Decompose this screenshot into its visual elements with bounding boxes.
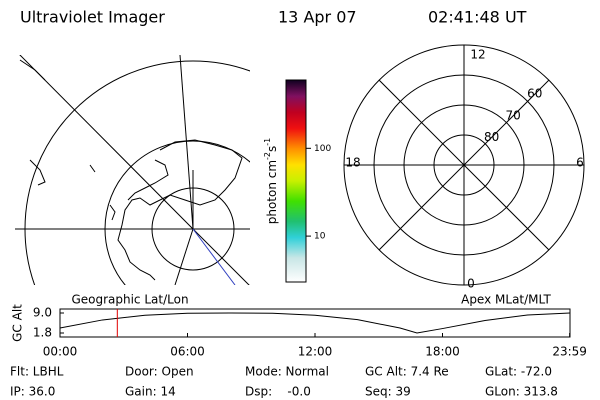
lat-label: 70 — [506, 108, 521, 122]
mlt-label: 6 — [576, 156, 584, 170]
instrument: Ultraviolet Imager — [20, 8, 165, 27]
date: 13 Apr 07 — [278, 8, 357, 27]
colorbar-label: photon cm-2s-1 — [263, 138, 279, 225]
status-field: GC Alt: 7.4 Re — [365, 365, 449, 379]
colorbar-label-text: photon cm — [265, 160, 279, 224]
altitude-frame — [59, 308, 571, 338]
lat-ring — [433, 134, 495, 196]
colorbar-unit: s — [265, 146, 279, 152]
colorbar — [285, 79, 307, 283]
status-field: IP: 36.0 — [10, 385, 55, 399]
status-field: Door: Open — [125, 365, 194, 379]
lat-label: 60 — [527, 87, 542, 101]
x-tick-label: 00:00 — [43, 345, 78, 359]
altitude-ylabel: GC Alt — [11, 304, 25, 342]
lat-label: 80 — [484, 130, 499, 144]
geographic-map — [15, 55, 250, 285]
status-field: GLat: -72.0 — [485, 365, 552, 379]
mlt-label: 18 — [345, 156, 360, 170]
polar-grid — [343, 44, 585, 286]
map-title: Geographic Lat/Lon — [71, 293, 188, 307]
y-tick-label: 9.0 — [33, 306, 52, 320]
colorbar-exp: -2 — [263, 152, 272, 160]
lat-ring — [373, 74, 555, 256]
status-field: Dsp: -0.0 — [245, 385, 311, 399]
altitude-line — [59, 312, 571, 334]
y-tick-label: 1.8 — [33, 326, 52, 340]
mlt-label: 0 — [467, 277, 475, 291]
colorbar-tick-label: 10 — [314, 232, 326, 242]
x-tick-label: 18:00 — [425, 345, 460, 359]
status-field: GLon: 313.8 — [485, 385, 558, 399]
status-field: Gain: 14 — [125, 385, 176, 399]
x-tick-label: 12:00 — [298, 345, 333, 359]
status-field: Mode: Normal — [245, 365, 329, 379]
x-tick-label: 06:00 — [170, 345, 205, 359]
mlt-label: 12 — [470, 48, 485, 62]
status-field: Flt: LBHL — [10, 365, 64, 379]
polar-title: Apex MLat/MLT — [461, 293, 551, 307]
lat-ring — [403, 104, 525, 226]
colorbar-exp: -1 — [263, 138, 272, 146]
status-field: Seq: 39 — [365, 385, 411, 399]
x-tick-label: 23:59 — [552, 345, 587, 359]
time: 02:41:48 UT — [428, 8, 527, 27]
colorbar-tick-label: 100 — [314, 144, 331, 154]
